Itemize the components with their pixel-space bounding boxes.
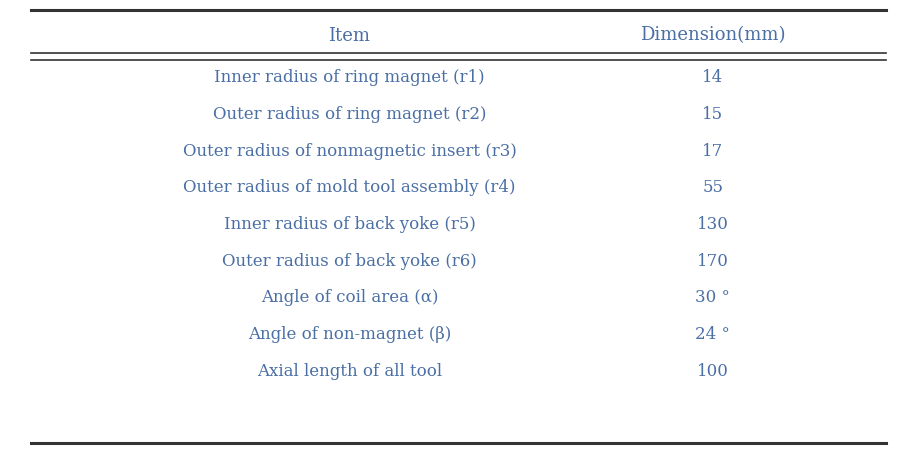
Text: Angle of non-magnet (β): Angle of non-magnet (β) [248,325,451,343]
Text: Item: Item [328,26,370,45]
Text: 14: 14 [702,69,724,86]
Text: 170: 170 [697,252,729,269]
Text: 17: 17 [702,142,724,159]
Text: Outer radius of mold tool assembly (r4): Outer radius of mold tool assembly (r4) [183,179,515,196]
Text: Outer radius of nonmagnetic insert (r3): Outer radius of nonmagnetic insert (r3) [182,142,516,159]
Text: 55: 55 [702,179,724,196]
Text: 24 °: 24 ° [695,325,730,343]
Text: Dimension(mm): Dimension(mm) [640,26,786,45]
Text: Inner radius of back yoke (r5): Inner radius of back yoke (r5) [224,216,475,233]
Text: Inner radius of ring magnet (r1): Inner radius of ring magnet (r1) [215,69,485,86]
Text: Outer radius of ring magnet (r2): Outer radius of ring magnet (r2) [213,106,486,123]
Text: Outer radius of back yoke (r6): Outer radius of back yoke (r6) [222,252,477,269]
Text: Angle of coil area (α): Angle of coil area (α) [260,289,438,306]
Text: Axial length of all tool: Axial length of all tool [257,362,442,379]
Text: 15: 15 [702,106,724,123]
Text: 30 °: 30 ° [695,289,730,306]
Text: 100: 100 [697,362,729,379]
Text: 130: 130 [697,216,729,233]
